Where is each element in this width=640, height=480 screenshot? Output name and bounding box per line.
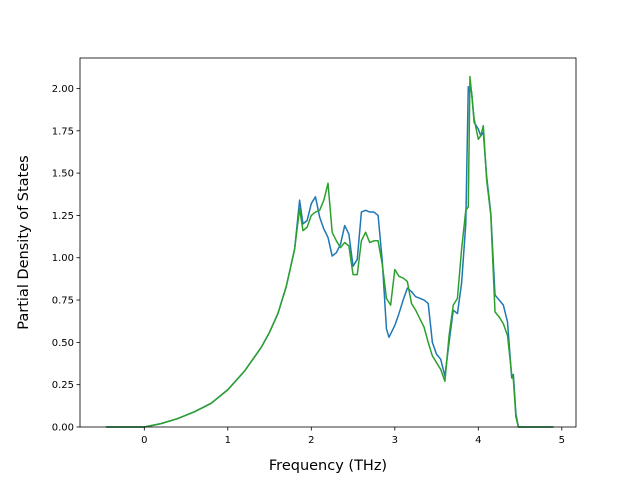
plot-area	[80, 58, 576, 427]
x-tick-label: 4	[475, 435, 481, 446]
x-tick-label: 1	[225, 435, 231, 446]
series-line-2	[105, 75, 554, 428]
y-tick-label: 1.00	[52, 253, 74, 264]
y-tick-label: 1.25	[52, 211, 74, 222]
y-tick-label: 2.00	[52, 84, 74, 95]
y-axis-label: Partial Density of States	[16, 155, 32, 329]
x-axis-label: Frequency (THz)	[269, 458, 387, 474]
x-tick-label: 0	[141, 435, 147, 446]
x-axis-ticks: 0 1 2 3 4 5	[141, 427, 565, 446]
y-tick-label: 1.50	[52, 169, 74, 180]
y-tick-label: 0.00	[52, 423, 74, 434]
y-tick-label: 0.25	[52, 380, 74, 391]
y-tick-label: 1.75	[52, 126, 74, 137]
x-tick-label: 2	[308, 435, 314, 446]
plot-frame	[79, 57, 577, 428]
series-layer	[105, 75, 554, 428]
y-axis-ticks: 0.00 0.25 0.50 0.75 1.00 1.25 1.50 1.75 2.00	[52, 84, 80, 434]
x-tick-label: 5	[559, 435, 565, 446]
y-tick-label: 0.75	[52, 296, 74, 307]
x-tick-label: 3	[392, 435, 398, 446]
y-tick-label: 0.50	[52, 338, 74, 349]
